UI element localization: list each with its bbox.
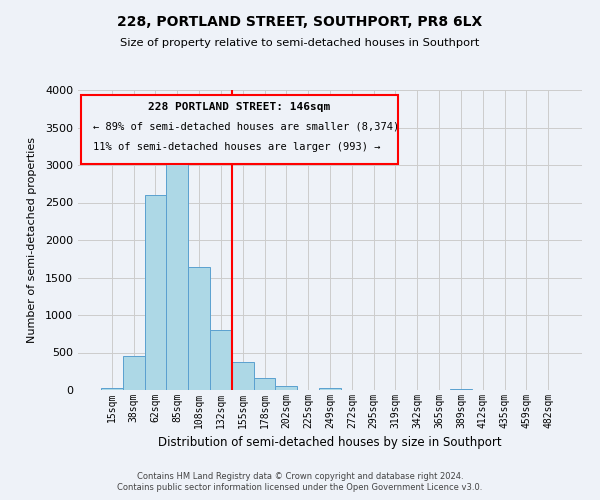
Bar xyxy=(166,150,188,390)
X-axis label: Distribution of semi-detached houses by size in Southport: Distribution of semi-detached houses by … xyxy=(158,436,502,450)
Y-axis label: Number of semi-detached properties: Number of semi-detached properties xyxy=(26,137,37,343)
Text: 228 PORTLAND STREET: 146sqm: 228 PORTLAND STREET: 146sqm xyxy=(148,102,331,112)
Bar xyxy=(188,267,210,390)
Text: 228, PORTLAND STREET, SOUTHPORT, PR8 6LX: 228, PORTLAND STREET, SOUTHPORT, PR8 6LX xyxy=(118,15,482,29)
Bar xyxy=(275,386,297,390)
Text: 11% of semi-detached houses are larger (993) →: 11% of semi-detached houses are larger (… xyxy=(93,142,380,152)
FancyBboxPatch shape xyxy=(80,94,398,164)
Bar xyxy=(254,378,275,390)
Bar xyxy=(319,388,341,390)
Text: Size of property relative to semi-detached houses in Southport: Size of property relative to semi-detach… xyxy=(121,38,479,48)
Bar xyxy=(145,195,166,390)
Bar xyxy=(232,362,254,390)
Bar xyxy=(210,330,232,390)
Bar xyxy=(123,356,145,390)
Text: Contains public sector information licensed under the Open Government Licence v3: Contains public sector information licen… xyxy=(118,484,482,492)
Text: Contains HM Land Registry data © Crown copyright and database right 2024.: Contains HM Land Registry data © Crown c… xyxy=(137,472,463,481)
Bar xyxy=(101,388,123,390)
Bar xyxy=(450,389,472,390)
Text: ← 89% of semi-detached houses are smaller (8,374): ← 89% of semi-detached houses are smalle… xyxy=(93,122,400,132)
